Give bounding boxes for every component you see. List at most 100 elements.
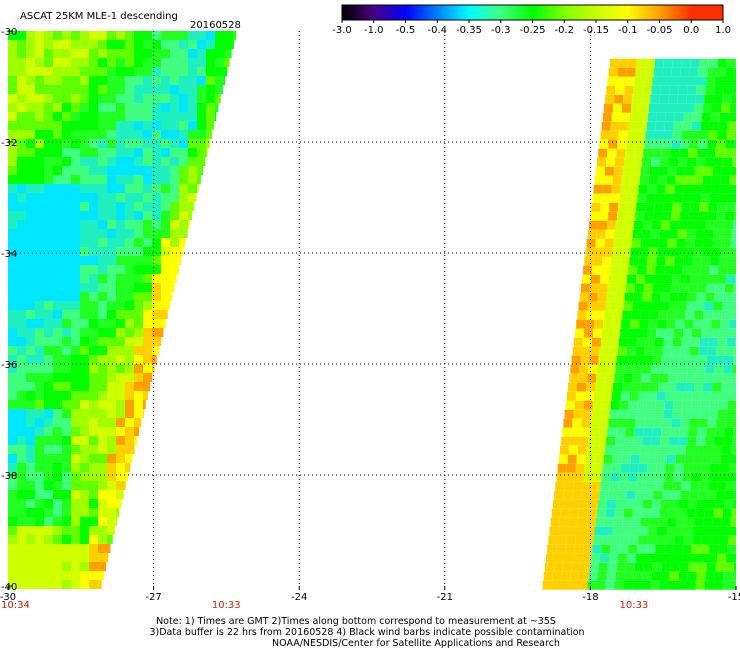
heat-cell — [599, 490, 609, 500]
heat-cell — [107, 85, 116, 94]
heat-cell — [597, 364, 607, 374]
heat-cell — [605, 508, 615, 518]
heat-cell — [44, 238, 53, 247]
heat-cell — [613, 238, 623, 248]
heat-cell — [667, 238, 677, 248]
heat-cell — [726, 130, 736, 140]
heat-cell — [89, 580, 98, 589]
x-tick-label: -21 — [437, 592, 453, 603]
heat-cell — [651, 220, 661, 230]
swath-time-label: 10:33 — [212, 600, 241, 611]
heat-cell — [107, 418, 116, 427]
heat-cell — [80, 580, 89, 589]
note-line-2: 3)Data buffer is 22 hrs from 20160528 4)… — [149, 627, 585, 638]
heat-cell — [558, 526, 568, 536]
heat-cell — [682, 472, 692, 482]
heat-cell — [681, 553, 691, 563]
heat-cell — [62, 346, 71, 355]
heat-cell — [704, 580, 714, 590]
heat-cell — [567, 526, 577, 536]
heat-cell — [592, 400, 602, 410]
heat-cell — [639, 319, 649, 329]
heat-cell — [678, 499, 688, 509]
note-line-1: Note: 1) Times are GMT 2)Times along bot… — [156, 616, 556, 627]
heat-cell — [26, 175, 35, 184]
heat-cell — [53, 130, 62, 139]
heat-cell — [708, 58, 718, 68]
heat-cell — [26, 382, 35, 391]
heat-cell — [578, 580, 588, 590]
heat-cell — [161, 247, 170, 256]
heat-cell — [17, 310, 26, 319]
heat-cell — [53, 427, 62, 436]
heat-cell — [580, 355, 590, 365]
heat-cell — [98, 490, 107, 499]
heat-cell — [700, 121, 710, 131]
heat-cell — [641, 229, 651, 239]
heat-cell — [161, 49, 170, 58]
heat-cell — [125, 463, 131, 472]
heat-cell — [725, 274, 735, 284]
heat-cell — [632, 373, 642, 383]
heat-cell — [62, 211, 71, 220]
heat-cell — [689, 139, 699, 149]
heat-cell — [152, 85, 161, 94]
heat-cell — [8, 40, 17, 49]
heat-cell — [661, 355, 671, 365]
heat-cell — [197, 67, 206, 76]
heat-cell — [143, 166, 152, 175]
heat-cell — [170, 103, 179, 112]
heat-cell — [125, 94, 134, 103]
heat-cell — [188, 130, 197, 139]
heat-cell — [695, 580, 705, 590]
heat-cell — [44, 346, 53, 355]
heat-cell — [667, 166, 677, 176]
heat-cell — [663, 409, 673, 419]
heat-cell — [197, 112, 206, 121]
heat-cell — [696, 364, 706, 374]
heat-cell — [620, 463, 630, 473]
heat-cell — [116, 31, 125, 40]
heat-cell — [80, 382, 89, 391]
heat-cell — [559, 445, 569, 455]
heat-cell — [611, 184, 621, 194]
heat-cell — [116, 418, 125, 427]
heat-cell — [35, 202, 44, 211]
heat-cell — [116, 445, 125, 454]
heat-cell — [650, 508, 660, 518]
heat-cell — [134, 445, 135, 454]
heat-cell — [143, 391, 148, 400]
heat-cell — [44, 148, 53, 157]
heat-cell — [125, 382, 134, 391]
heat-cell — [89, 121, 98, 130]
heat-cell — [17, 238, 26, 247]
heat-cell — [634, 427, 644, 437]
heat-cell — [26, 31, 35, 40]
heat-cell — [659, 580, 669, 590]
heat-cell — [665, 184, 675, 194]
heat-cell — [595, 382, 605, 392]
heat-cell — [17, 409, 26, 418]
heat-cell — [711, 319, 721, 329]
colorbar: -3.0 -1.0 -0.5 -0.4 -0.35 -0.3 -0.25 -0.2 -0.15-… — [332, 4, 731, 36]
heat-cell — [700, 400, 710, 410]
heat-cell — [71, 508, 80, 517]
heat-cell — [35, 112, 44, 121]
heat-cell — [600, 337, 610, 347]
heat-cell — [62, 481, 71, 490]
heat-cell — [206, 148, 208, 157]
heat-cell — [705, 571, 715, 581]
heat-cell — [644, 211, 654, 221]
heat-cell — [643, 148, 653, 158]
heat-cell — [699, 337, 709, 347]
heat-cell — [152, 211, 161, 220]
heat-cell — [62, 328, 71, 337]
heat-cell — [71, 31, 80, 40]
heat-cell — [89, 544, 98, 553]
heat-cell — [71, 139, 80, 148]
heat-cell — [575, 391, 585, 401]
heat-cell — [62, 445, 71, 454]
heat-cell — [125, 49, 134, 58]
heat-cell — [44, 121, 53, 130]
heat-cell — [728, 535, 736, 545]
